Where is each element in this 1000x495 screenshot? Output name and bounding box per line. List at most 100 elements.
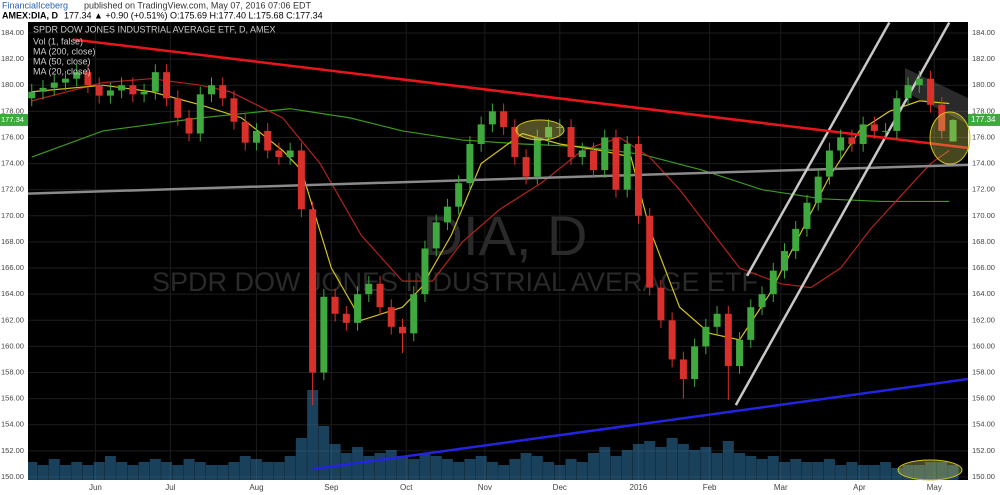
candle-body [747, 307, 755, 340]
y-tick-label: 178.00 [972, 106, 995, 115]
candle-body [320, 296, 328, 373]
y-tick-label: 168.00 [1, 237, 24, 246]
volume-bar [891, 468, 903, 480]
candle-body [646, 215, 654, 288]
volume-bar [48, 459, 60, 480]
x-tick-label: Aug [249, 483, 263, 492]
volume-bar [700, 447, 712, 480]
volume-bar [217, 465, 229, 480]
volume-bar [374, 453, 386, 480]
volume-bar [509, 459, 521, 480]
candle-body [915, 78, 923, 86]
candle-body [623, 143, 631, 190]
y-tick-label: 184.00 [1, 28, 24, 37]
volume-bar [419, 453, 431, 480]
candle-body [511, 126, 519, 158]
volume-bar [812, 462, 824, 480]
chart-title: SPDR DOW JONES INDUSTRIAL AVERAGE ETF, D… [33, 24, 276, 34]
candles [28, 64, 957, 406]
candle-body [477, 124, 485, 144]
volume-bar [857, 465, 869, 480]
volume-bar [756, 459, 768, 480]
candle-body [500, 111, 508, 127]
candle-body [309, 209, 317, 373]
highlight [515, 119, 565, 141]
candle-body [713, 313, 721, 327]
volume-bar [273, 462, 285, 480]
author[interactable]: FinancialIceberg [2, 0, 68, 10]
price-tag [0, 113, 28, 126]
volume-bar [835, 465, 847, 480]
volume-bar [689, 450, 701, 480]
candle-body [354, 294, 362, 323]
y-tick-label: 170.00 [972, 211, 995, 220]
candle-body [882, 130, 890, 132]
candle-body [208, 85, 216, 95]
ma-line [31, 78, 950, 289]
volume-bar [801, 462, 813, 480]
candle-body [73, 72, 81, 79]
trendline [734, 22, 951, 406]
volume-bar [116, 462, 128, 480]
y-tick-label: 150.00 [1, 472, 24, 481]
candle-body [331, 296, 339, 314]
volume-bar [610, 456, 622, 480]
candle-body [50, 82, 58, 88]
candle-body [870, 124, 878, 131]
volume-bar [59, 465, 71, 480]
y-tick-label: 162.00 [1, 315, 24, 324]
highlight [929, 111, 971, 165]
axes: 150.00 150.00 152.00 152.00 154.00 154.00 156.… [0, 28, 1000, 492]
candle-body [769, 270, 777, 295]
candle-body [151, 72, 159, 92]
volume-bar [947, 465, 959, 480]
volume-bar [37, 465, 49, 480]
candle-body [702, 326, 710, 347]
volume [28, 390, 959, 480]
volume-bar [329, 444, 341, 480]
candle-body [365, 283, 373, 295]
candle-body [938, 104, 946, 131]
volume-bar [587, 453, 599, 480]
volume-bar [161, 462, 173, 480]
candle-body [758, 294, 766, 308]
volume-bar [531, 456, 543, 480]
x-tick-label: Nov [478, 483, 492, 492]
volume-bar [127, 465, 139, 480]
volume-bar [441, 459, 453, 480]
volume-bar [778, 462, 790, 480]
candle-body [95, 85, 103, 96]
volume-bar [734, 453, 746, 480]
x-tick-label: Dec [553, 483, 567, 492]
volume-bar [149, 459, 161, 480]
candle-body [578, 150, 586, 158]
candle-body [545, 126, 553, 138]
volume-bar [239, 456, 251, 480]
volume-bar [464, 459, 476, 480]
volume-bar [722, 441, 734, 480]
volume-bar [475, 456, 487, 480]
moving-averages [31, 78, 950, 341]
trendline [28, 163, 968, 195]
y-tick-label: 178.00 [1, 106, 24, 115]
y-tick-label: 156.00 [972, 394, 995, 403]
candle-body [814, 176, 822, 203]
volume-bar [868, 465, 880, 480]
price-tag [968, 113, 1000, 126]
candle-body [724, 313, 732, 366]
candle-body [106, 90, 114, 96]
volume-bar [453, 462, 465, 480]
candle-body [466, 143, 474, 184]
y-tick-label: 182.00 [1, 54, 24, 63]
legend-entry: MA (200, close) [33, 46, 96, 56]
candle-body [859, 124, 867, 144]
x-tick-label: Apr [853, 483, 866, 492]
volume-bar [846, 462, 858, 480]
candle-body [927, 78, 935, 105]
candle-body [612, 137, 620, 190]
volume-bar [318, 426, 330, 480]
y-tick-label: 158.00 [972, 368, 995, 377]
published: published on TradingView.com, May 07, 20… [84, 0, 311, 10]
y-tick-label: 184.00 [972, 28, 995, 37]
